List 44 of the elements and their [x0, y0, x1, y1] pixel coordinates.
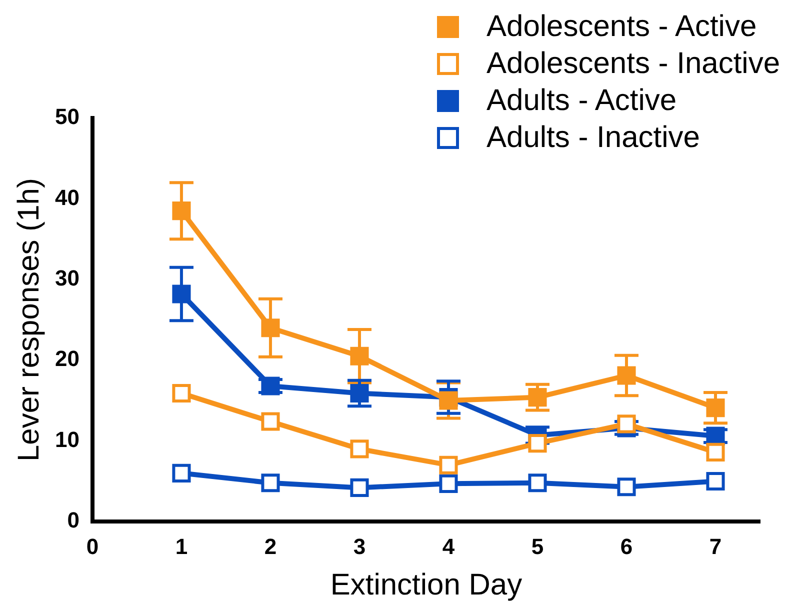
point [706, 472, 725, 491]
point [528, 434, 547, 453]
point [617, 414, 636, 434]
point [350, 384, 369, 403]
point [172, 464, 191, 482]
point [261, 412, 280, 431]
point [528, 474, 547, 492]
point [350, 440, 369, 458]
x-axis-title: Extinction Day [330, 568, 522, 602]
point [439, 456, 458, 474]
point [439, 474, 458, 493]
y-tick-label: 20 [54, 346, 80, 372]
x-tick-label: 4 [442, 534, 456, 559]
legend-label: Adults - Active [486, 83, 677, 119]
legend-label: Adolescents - Inactive [486, 46, 780, 82]
point [617, 366, 636, 385]
y-tick-label: 0 [67, 508, 80, 533]
point [706, 398, 725, 418]
x-tick-label: 6 [620, 534, 633, 559]
x-tick-label: 7 [709, 534, 722, 559]
point [172, 384, 191, 403]
y-tick-label: 40 [54, 184, 80, 210]
point [172, 202, 191, 220]
x-tick-label: 2 [264, 534, 277, 559]
y-axis-title: Lever responses (1h) [12, 178, 46, 462]
legend-label: Adolescents - Active [486, 9, 757, 45]
point [350, 346, 369, 366]
x-tick-label: 1 [175, 534, 188, 559]
x-tick-label: 5 [531, 534, 544, 559]
point [617, 478, 636, 496]
point [172, 284, 191, 304]
point [261, 318, 280, 338]
point [528, 388, 547, 407]
y-tick-label: 10 [54, 426, 80, 452]
y-tick-label: 50 [54, 104, 80, 130]
point [261, 376, 280, 396]
point [706, 442, 725, 462]
point [439, 391, 458, 410]
x-tick-label: 3 [353, 534, 366, 559]
x-tick-label: 0 [86, 534, 99, 559]
point [261, 474, 280, 492]
point [350, 478, 369, 497]
y-tick-label: 30 [54, 266, 80, 291]
legend-label: Adults - Inactive [486, 120, 700, 156]
